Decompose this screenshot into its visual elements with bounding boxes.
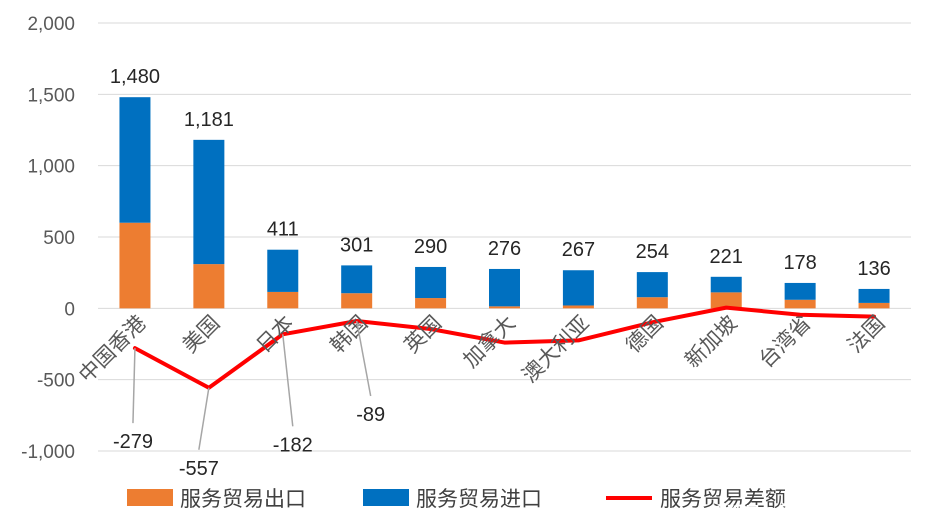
bar-export: [267, 291, 299, 309]
y-tick-label: 2,000: [27, 14, 75, 35]
total-label: 276: [488, 238, 521, 260]
total-label: 411: [267, 219, 299, 241]
total-label: 136: [857, 258, 890, 280]
balance-line: [132, 305, 877, 390]
category-label: 德国: [621, 311, 668, 358]
bar-export: [341, 293, 373, 309]
total-label: 1,181: [184, 109, 234, 131]
bar-import: [415, 266, 447, 299]
total-label: 301: [340, 234, 373, 256]
callout-leader: [355, 320, 372, 397]
y-tick-label: 500: [43, 228, 75, 249]
total-label: 267: [562, 239, 595, 261]
balance-line-layer: [132, 305, 877, 390]
y-tick-label: 0: [64, 299, 75, 320]
data-labels: 1,480 1,181 411 301 290 276 267 254 221 178 136 -27…: [110, 66, 891, 480]
bar-export: [562, 305, 594, 309]
bar-export: [784, 299, 816, 309]
category-label: 美国: [178, 311, 225, 358]
y-tick-label: 1,500: [27, 85, 75, 106]
legend: 服务贸易出口 服务贸易进口 服务贸易差额: [127, 487, 786, 511]
legend-swatch-import: [363, 489, 409, 506]
bar-import: [784, 282, 816, 300]
total-label: 254: [636, 241, 669, 263]
total-label: 221: [710, 246, 743, 268]
bar-export: [119, 222, 151, 309]
legend-label-balance: 服务贸易差额: [660, 487, 786, 511]
bar-import: [193, 139, 225, 265]
category-label: 韩国: [326, 311, 373, 358]
bar-export: [858, 302, 890, 309]
bar-import: [636, 272, 668, 298]
watermark-text: 搜狐号@昆哥经济微讲堂: [710, 503, 897, 524]
legend-label-export: 服务贸易出口: [180, 487, 306, 511]
balance-label: -279: [113, 431, 153, 453]
balance-label: -182: [273, 434, 313, 456]
category-label: 新加坡: [680, 311, 742, 373]
total-label: 1,480: [110, 66, 160, 88]
total-label: 290: [414, 236, 447, 258]
bar-import: [858, 288, 890, 303]
bar-import: [119, 97, 151, 223]
legend-swatch-export: [127, 489, 173, 506]
callout-leader: [198, 387, 210, 450]
legend-label-import: 服务贸易进口: [416, 487, 542, 511]
bar-import: [267, 249, 299, 292]
category-label: 台湾省: [754, 311, 816, 373]
y-tick-label: 1,000: [27, 157, 75, 178]
balance-label: -89: [356, 404, 385, 426]
callout-leader: [282, 334, 294, 427]
category-label: 英国: [399, 311, 446, 358]
bar-import: [489, 268, 520, 307]
y-tick-label: -1,000: [21, 442, 75, 463]
callout-leader: [132, 348, 136, 424]
bar-import: [562, 270, 594, 306]
bar-export: [710, 292, 742, 309]
y-tick-label: -500: [37, 371, 75, 392]
y-axis-ticks: 2,000 1,500 1,000 500 0 -500 -1,000: [21, 14, 75, 463]
bar-export: [489, 306, 520, 309]
total-label: 178: [783, 252, 816, 274]
bar-export: [415, 298, 447, 309]
balance-label: -557: [179, 458, 219, 480]
watermark: 搜狐号@昆哥经济微讲堂: [710, 503, 897, 524]
category-label: 澳大利亚: [518, 311, 594, 387]
bar-import: [710, 276, 742, 293]
bar-import: [341, 265, 373, 294]
bars: [119, 97, 890, 309]
bar-export: [193, 264, 225, 309]
bar-export: [636, 297, 668, 309]
